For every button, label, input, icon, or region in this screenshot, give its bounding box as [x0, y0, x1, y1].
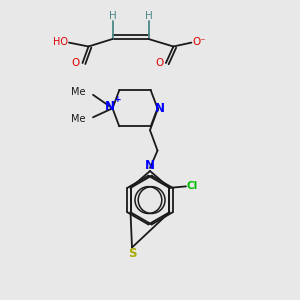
Text: O: O	[155, 58, 164, 68]
Text: N: N	[145, 159, 155, 172]
Text: Me: Me	[71, 87, 85, 98]
Text: Cl: Cl	[187, 182, 198, 191]
Text: H: H	[109, 11, 116, 21]
Text: N: N	[105, 100, 115, 113]
Text: N: N	[155, 102, 165, 115]
Text: HO: HO	[52, 37, 68, 47]
Text: O: O	[72, 58, 80, 68]
Text: H: H	[145, 11, 152, 21]
Text: S: S	[128, 247, 136, 260]
Text: +: +	[114, 95, 122, 104]
Text: O⁻: O⁻	[192, 37, 206, 47]
Text: Me: Me	[71, 114, 85, 124]
